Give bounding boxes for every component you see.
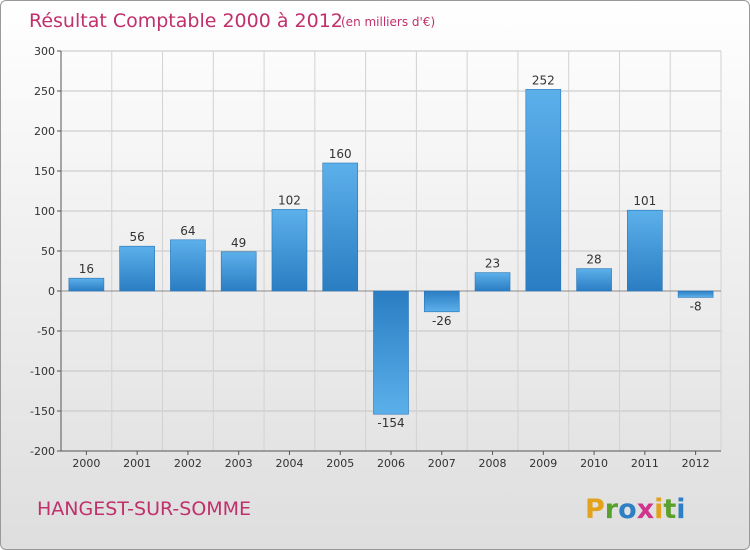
x-tick-labels: 2000 2001 2002 2003 2004 2005 2006 2007 2008 2009…	[72, 457, 709, 470]
y-tick-label: -200	[30, 445, 55, 458]
data-label: -8	[690, 299, 702, 313]
bar-2003	[220, 251, 257, 292]
x-tick-label: 2007	[428, 457, 456, 470]
bar-2010	[576, 268, 612, 292]
logo-letter: x	[637, 494, 654, 525]
x-tick-label: 2006	[377, 457, 405, 470]
bars	[68, 89, 714, 415]
data-label: 23	[485, 257, 500, 271]
x-tick-label: 2009	[529, 457, 557, 470]
y-tick-label: 200	[34, 125, 55, 138]
y-tick-label: 250	[34, 85, 55, 98]
bar-2008	[474, 272, 511, 292]
bar-2009	[525, 89, 562, 292]
x-tick-label: 2000	[72, 457, 100, 470]
data-label: 101	[633, 194, 656, 208]
bar-2004	[271, 209, 308, 292]
logo-letter: r	[605, 494, 619, 525]
chart-subtitle: (en milliers d'€)	[341, 15, 435, 29]
data-label: -154	[377, 416, 404, 430]
y-tick-label: -150	[30, 405, 55, 418]
logo-letter: t	[663, 494, 676, 525]
commune-name: HANGEST-SUR-SOMME	[37, 498, 251, 520]
bar-2002	[170, 239, 206, 292]
x-tick-label: 2003	[225, 457, 253, 470]
logo-letter: o	[618, 494, 637, 525]
y-tick-label: 0	[48, 285, 55, 298]
x-tick-label: 2011	[631, 457, 659, 470]
bar-2012	[677, 290, 714, 298]
x-tick-label: 2012	[682, 457, 710, 470]
x-tick-label: 2004	[275, 457, 303, 470]
x-tick-label: 2005	[326, 457, 354, 470]
x-tick-label: 2001	[123, 457, 151, 470]
y-tick-label: -100	[30, 365, 55, 378]
bar-2000	[68, 277, 105, 292]
bar-2011	[627, 209, 663, 292]
x-tick-label: 2010	[580, 457, 608, 470]
bar-2005	[322, 162, 359, 292]
y-tick-labels: 300 250 200 150 100 50 0 -50 -100 -150 -200	[30, 45, 55, 458]
proxiti-logo: Proxiti	[585, 494, 686, 525]
y-tick-label: 100	[34, 205, 55, 218]
data-label: 16	[79, 262, 94, 276]
data-label: 28	[586, 253, 601, 267]
y-tick-label: -50	[37, 325, 55, 338]
chart-title: Résultat Comptable 2000 à 2012	[29, 10, 343, 32]
data-label: 252	[532, 73, 555, 87]
logo-letter: P	[585, 494, 605, 525]
logo-letter: i	[676, 494, 685, 525]
bar-2006	[373, 290, 409, 415]
data-label: 160	[329, 147, 352, 161]
data-label: -26	[432, 314, 452, 328]
y-tick-label: 300	[34, 45, 55, 58]
data-label: 102	[278, 193, 301, 207]
data-label: 56	[130, 230, 145, 244]
x-tick-label: 2002	[174, 457, 202, 470]
x-tick-label: 2008	[479, 457, 507, 470]
data-label: 49	[231, 236, 246, 250]
data-labels: 16 56 64 49 102 160 -154 -26 23 252 28 101 -8	[79, 73, 702, 430]
data-label: 64	[180, 224, 195, 238]
y-tick-label: 50	[41, 245, 55, 258]
logo-letter: i	[654, 494, 663, 525]
bar-2007	[423, 290, 460, 313]
bar-2001	[119, 245, 155, 292]
y-tick-label: 150	[34, 165, 55, 178]
